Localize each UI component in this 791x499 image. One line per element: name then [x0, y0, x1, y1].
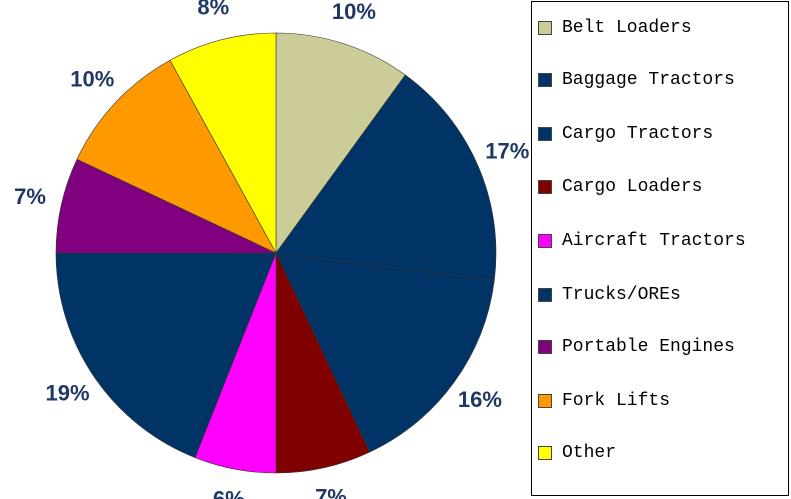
pie-slice	[275, 32, 406, 254]
chart: 10% 17% 16% 7% 6% 19% 7% 10% 8%	[14, 0, 529, 499]
legend-label: Belt Loaders	[562, 18, 692, 38]
legend-swatch	[538, 288, 552, 302]
data-label: 10%	[332, 0, 376, 24]
legend-swatch	[538, 340, 552, 354]
legend-label: Aircraft Tractors	[562, 231, 746, 251]
legend-label: Fork Lifts	[562, 391, 671, 411]
legend-label: Portable Engines	[562, 337, 735, 357]
legend-label: Other	[562, 443, 617, 463]
legend-swatch	[538, 21, 552, 35]
data-label: 7%	[315, 485, 347, 499]
legend-swatch	[538, 127, 552, 141]
data-label: 19%	[46, 380, 90, 405]
legend-swatch	[538, 394, 552, 408]
legend-swatch	[538, 73, 552, 87]
legend-label: Baggage Tractors	[562, 70, 735, 90]
pie-slice	[55, 252, 277, 458]
pie-slice	[76, 59, 277, 254]
legend-swatch	[538, 180, 552, 194]
pie-slice	[169, 32, 277, 254]
legend-label: Trucks/OREs	[562, 285, 681, 305]
legend-label: Cargo Loaders	[562, 177, 703, 197]
legend-swatch	[538, 446, 552, 460]
data-label: 17%	[485, 139, 529, 164]
data-label: 16%	[458, 387, 502, 412]
pie-slice	[275, 252, 495, 453]
legend: Belt Loaders Baggage Tractors Cargo Tracto…	[531, 1, 789, 496]
data-label: 6%	[213, 486, 245, 499]
pie-slice	[275, 74, 497, 281]
data-label: 8%	[197, 0, 229, 20]
data-label: 7%	[14, 184, 46, 209]
data-label: 10%	[70, 66, 114, 91]
legend-label: Cargo Tractors	[562, 124, 714, 144]
legend-swatch	[538, 234, 552, 248]
